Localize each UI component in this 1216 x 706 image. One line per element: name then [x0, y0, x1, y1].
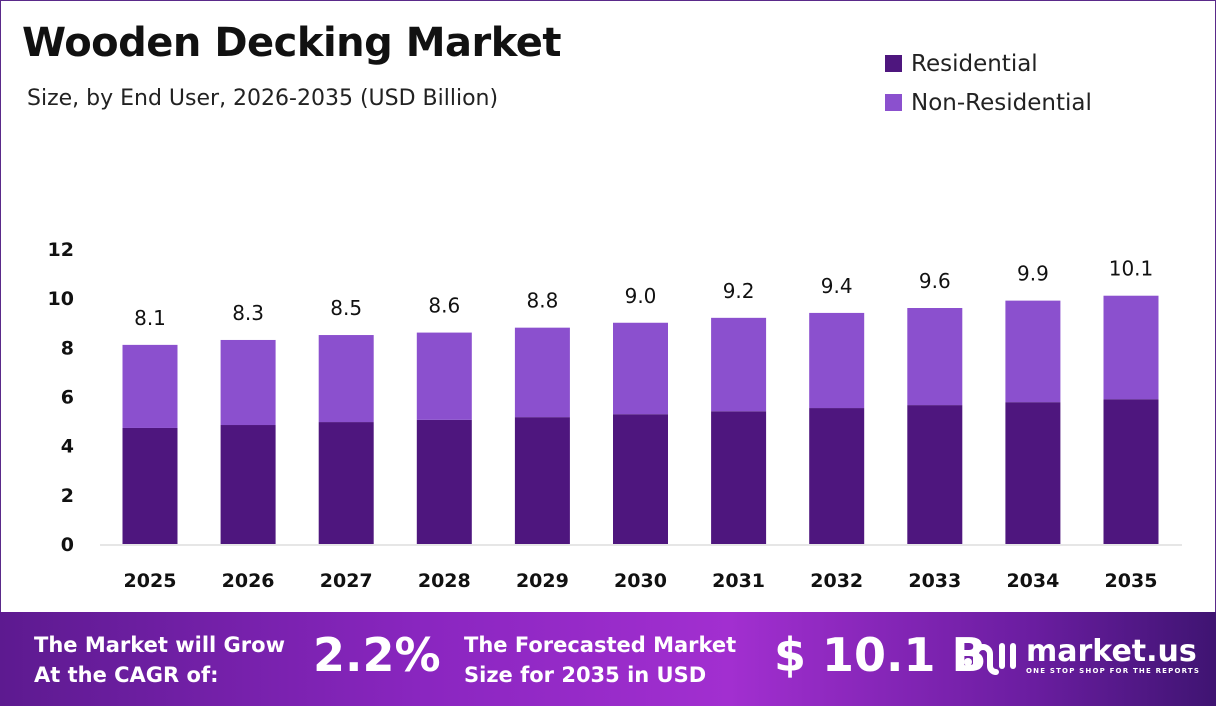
- legend-item-non-residential: Non-Residential: [885, 83, 1092, 122]
- bar-residential: [613, 414, 668, 544]
- forecast-label: The Forecasted Market Size for 2035 in US…: [464, 630, 736, 690]
- x-tick-label: 2033: [908, 570, 961, 592]
- logo-icon: [964, 643, 1016, 675]
- bar-residential: [318, 422, 374, 544]
- bar-non-residential: [514, 327, 570, 418]
- bar-residential: [122, 427, 178, 544]
- bar-residential: [220, 425, 276, 544]
- bar-non-residential: [416, 332, 472, 420]
- data-label: 9.4: [821, 274, 853, 298]
- bar-non-residential: [907, 308, 963, 406]
- forecast-label-line: The Forecasted Market: [464, 633, 737, 657]
- y-tick-label: 8: [61, 337, 74, 359]
- y-tick-label: 2: [61, 485, 74, 507]
- x-tick-label: 2034: [1006, 570, 1059, 592]
- data-label: 9.0: [625, 284, 657, 308]
- bar-non-residential: [809, 312, 865, 409]
- y-tick-label: 10: [48, 288, 74, 310]
- footer-banner: The Market will Grow At the CAGR of: 2.2%…: [0, 612, 1216, 706]
- x-tick-label: 2028: [418, 570, 471, 592]
- bar-non-residential: [1005, 300, 1061, 403]
- y-tick-label: 4: [61, 436, 74, 458]
- y-tick-label: 12: [48, 239, 74, 261]
- x-tick-label: 2025: [124, 570, 177, 592]
- legend-swatch: [885, 55, 902, 72]
- data-label: 8.1: [134, 306, 166, 330]
- market-us-logo: market.us ONE STOP SHOP FOR THE REPORTS: [962, 636, 1200, 676]
- data-label: 8.8: [526, 289, 558, 313]
- bar-non-residential: [220, 339, 276, 426]
- x-tick-label: 2027: [320, 570, 373, 592]
- bar-chart: 0 2 4 6 8 10 12 8.1 2025 8.3 2026 8.5 2027 8.6 2028 8.8…: [48, 239, 1182, 592]
- y-tick-label: 0: [61, 534, 74, 556]
- data-label: 9.6: [919, 269, 951, 293]
- bar-residential: [514, 417, 570, 544]
- chart-subtitle: Size, by End User, 2026-2035 (USD Billio…: [27, 86, 499, 111]
- x-tick-label: 2029: [516, 570, 569, 592]
- legend-label: Residential: [911, 50, 1038, 77]
- bar-non-residential: [613, 322, 668, 415]
- logo-tagline: ONE STOP SHOP FOR THE REPORTS: [1026, 667, 1201, 675]
- bar-non-residential: [1103, 295, 1159, 400]
- bar-non-residential: [711, 317, 767, 412]
- x-tick-label: 2026: [222, 570, 275, 592]
- data-label: 8.3: [232, 301, 264, 325]
- legend-swatch: [885, 94, 902, 111]
- bar-non-residential: [122, 344, 178, 428]
- bar-residential: [907, 405, 963, 544]
- bar-residential: [1005, 402, 1061, 544]
- legend-item-residential: Residential: [885, 44, 1092, 83]
- cagr-label-line: The Market will Grow: [34, 633, 285, 657]
- y-tick-label: 6: [61, 387, 74, 409]
- bar-residential: [416, 419, 472, 544]
- data-label: 10.1: [1109, 257, 1154, 281]
- forecast-value: $ 10.1 B: [774, 628, 987, 682]
- bar-residential: [809, 408, 865, 544]
- bar-residential: [1103, 399, 1159, 544]
- x-tick-label: 2032: [810, 570, 863, 592]
- chart-title: Wooden Decking Market: [22, 20, 562, 66]
- x-tick-label: 2031: [712, 570, 765, 592]
- data-label: 8.5: [330, 296, 362, 320]
- cagr-label-line: At the CAGR of:: [34, 663, 219, 687]
- cagr-value: 2.2%: [313, 628, 441, 682]
- forecast-label-line: Size for 2035 in USD: [464, 663, 707, 687]
- x-tick-label: 2035: [1105, 570, 1158, 592]
- data-label: 8.6: [428, 294, 460, 318]
- data-label: 9.9: [1017, 262, 1049, 286]
- legend: Residential Non-Residential: [885, 44, 1092, 122]
- logo-name: market.us: [1026, 634, 1197, 669]
- data-label: 9.2: [723, 279, 755, 303]
- bar-residential: [711, 411, 767, 544]
- legend-label: Non-Residential: [911, 89, 1092, 116]
- cagr-label: The Market will Grow At the CAGR of:: [34, 630, 285, 690]
- bar-non-residential: [318, 335, 374, 423]
- x-tick-label: 2030: [614, 570, 667, 592]
